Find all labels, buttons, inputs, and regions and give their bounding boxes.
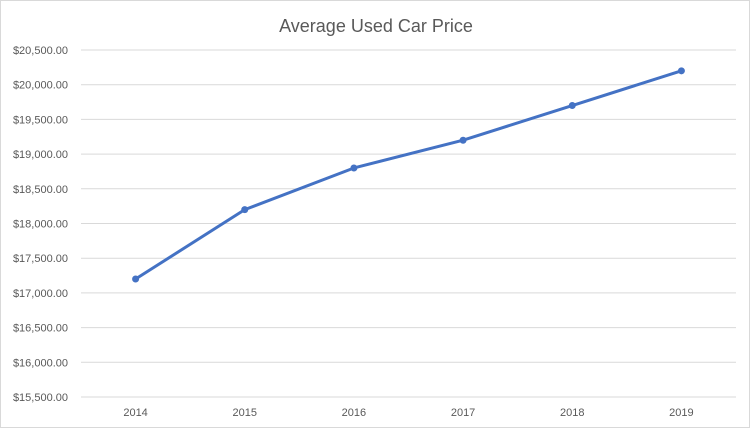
y-tick-label: $16,500.00 — [13, 323, 68, 335]
x-tick-label: 2019 — [669, 407, 693, 419]
y-tick-label: $18,000.00 — [13, 219, 68, 231]
x-tick-label: 2014 — [123, 407, 147, 419]
data-point — [459, 136, 467, 144]
y-tick-label: $15,500.00 — [13, 392, 68, 404]
data-point — [132, 275, 140, 283]
y-axis-ticks: $15,500.00 $16,000.00 $16,500.00 $17,000.00… — [13, 45, 68, 404]
y-tick-label: $19,000.00 — [13, 149, 68, 161]
chart-title: Average Used Car Price — [279, 16, 473, 36]
x-axis-ticks: 2014 2015 2016 2017 2018 2019 — [123, 407, 693, 419]
data-point — [568, 102, 576, 110]
y-tick-label: $17,500.00 — [13, 253, 68, 265]
x-tick-label: 2017 — [451, 407, 475, 419]
y-tick-label: $19,500.00 — [13, 114, 68, 126]
x-tick-label: 2015 — [233, 407, 257, 419]
data-point — [350, 164, 358, 172]
y-tick-label: $20,500.00 — [13, 45, 68, 57]
series-line — [134, 69, 683, 281]
series-layer — [132, 67, 685, 283]
x-tick-label: 2016 — [342, 407, 366, 419]
y-tick-label: $20,000.00 — [13, 80, 68, 92]
y-tick-label: $16,000.00 — [13, 357, 68, 369]
y-tick-label: $17,000.00 — [13, 288, 68, 300]
y-tick-label: $18,500.00 — [13, 184, 68, 196]
x-tick-label: 2018 — [560, 407, 584, 419]
data-point — [677, 67, 685, 75]
data-point — [241, 206, 249, 214]
gridlines — [81, 49, 736, 363]
